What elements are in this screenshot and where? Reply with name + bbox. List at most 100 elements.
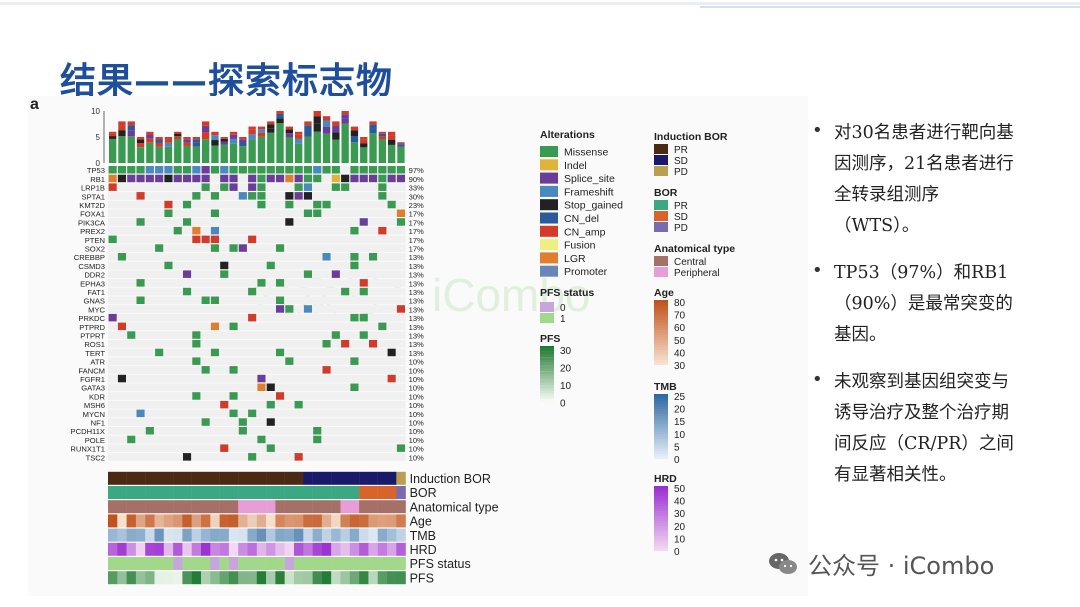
mutation-cell xyxy=(238,244,247,252)
bullet-item: • 对30名患者进行靶向基因测序，21名患者进行全转录组测序（WTS）。 xyxy=(812,118,1062,242)
gene-label: TSC2 xyxy=(86,453,105,462)
annotation-cell xyxy=(312,471,323,485)
mutation-cell xyxy=(145,166,154,174)
mutation-count-bar xyxy=(388,144,396,163)
legend-gradient-step xyxy=(654,496,668,499)
mutation-count-bar xyxy=(322,126,331,134)
legend-gradient-step xyxy=(654,444,668,447)
annotation-cell xyxy=(321,500,332,514)
annotation-cell xyxy=(387,486,397,499)
annotation-cell xyxy=(266,514,276,528)
annotation-cell xyxy=(303,571,313,585)
legend-tick: 5 xyxy=(674,442,680,453)
mutation-count-bar xyxy=(220,138,228,142)
legend-gradient-step xyxy=(654,446,668,450)
gene-percentage: 13% xyxy=(409,279,424,288)
mutation-cell xyxy=(192,235,201,244)
mutation-cell xyxy=(248,235,257,244)
gene-label: CSMD3 xyxy=(78,262,105,271)
mutation-count-bar xyxy=(155,139,163,143)
annotation-cell xyxy=(117,557,127,570)
mutation-cell xyxy=(210,209,219,217)
annotation-cell xyxy=(266,500,276,514)
annotation-cell xyxy=(182,542,192,556)
gene-row-background xyxy=(108,226,406,235)
mutation-cell xyxy=(266,261,275,270)
gene-row-background xyxy=(108,183,406,192)
annotation-cell xyxy=(312,486,323,499)
annotation-cell xyxy=(126,542,137,556)
mutation-count-bar xyxy=(248,129,256,135)
legend-label: Peripheral xyxy=(674,268,720,279)
legend-gradient-step xyxy=(654,503,668,507)
mutation-cell xyxy=(350,357,359,365)
mutation-cell xyxy=(359,218,368,226)
mutation-cell xyxy=(220,174,229,183)
annotation-cell xyxy=(340,542,350,556)
annotation-cell xyxy=(266,471,276,485)
mutation-count-bar xyxy=(295,131,303,135)
legend-gradient-step xyxy=(654,436,668,440)
legend-label: Frameshift xyxy=(564,186,614,198)
gene-row-background xyxy=(108,209,406,218)
annotation-cell xyxy=(210,542,220,556)
annotation-cell xyxy=(275,557,285,570)
mutation-count-bar xyxy=(183,137,191,140)
mutation-cell xyxy=(117,374,126,383)
mutation-count-bar xyxy=(341,118,349,124)
mutation-cell xyxy=(248,166,257,174)
annotation-cell xyxy=(201,514,211,528)
annotation-cell xyxy=(238,557,248,570)
bullet-dot-icon: • xyxy=(812,369,823,390)
annotation-cell xyxy=(219,542,230,556)
mutation-count-bar xyxy=(332,139,340,163)
gene-label: PIK3CA xyxy=(78,218,106,227)
mutation-cell xyxy=(117,174,126,183)
legend-gradient-step xyxy=(540,396,554,400)
gene-row-background xyxy=(108,244,406,252)
gene-row-background xyxy=(108,418,406,426)
gene-percentage: 10% xyxy=(409,375,424,384)
watermark-text: 公众号 · iCombo xyxy=(808,552,995,580)
mutation-count-bar xyxy=(127,125,135,131)
annotation-cell xyxy=(294,542,304,556)
gene-label: TERT xyxy=(85,349,105,358)
gene-percentage: 17% xyxy=(409,218,424,227)
annotation-cell xyxy=(163,500,174,514)
mutation-count-bar xyxy=(322,116,331,121)
slide-title: 结果——探索标志物 xyxy=(60,60,394,102)
mutation-count-bar xyxy=(136,143,145,148)
legend-gradient-step xyxy=(654,360,668,363)
annotation-cell xyxy=(145,557,155,570)
gene-percentage: 10% xyxy=(409,384,424,393)
legend-swatch xyxy=(654,267,668,277)
annotation-cell xyxy=(163,486,174,499)
legend-title: PFS xyxy=(540,333,560,345)
mutation-count-bar xyxy=(397,142,405,144)
annotation-cell xyxy=(210,514,220,528)
mutation-cell xyxy=(378,192,387,200)
annotation-cell xyxy=(173,528,183,542)
mutation-cell xyxy=(285,305,294,313)
legend-tick: 25 xyxy=(674,392,686,403)
mutation-cell xyxy=(378,174,387,183)
legend-swatch xyxy=(654,166,668,176)
mutation-cell xyxy=(350,313,359,322)
annotation-cell xyxy=(135,528,146,542)
mutation-count-bar xyxy=(211,140,219,146)
annotation-cell xyxy=(238,486,248,499)
legend-gradient-step xyxy=(540,388,554,391)
mutation-cell xyxy=(210,348,219,357)
legend-gradient-step xyxy=(654,511,668,514)
gene-label: RUNX1T1 xyxy=(70,445,105,454)
legend-gradient-step xyxy=(654,414,668,417)
gene-label: TP53 xyxy=(87,166,105,175)
mutation-cell xyxy=(136,279,145,287)
mutation-count-bar xyxy=(136,147,145,163)
annotation-cell xyxy=(117,514,127,528)
annotation-cell xyxy=(377,500,388,514)
gene-label: SOX2 xyxy=(85,245,105,254)
annotation-cell xyxy=(303,542,313,556)
mutation-cell xyxy=(183,174,192,183)
legend-tick: 15 xyxy=(674,417,686,428)
